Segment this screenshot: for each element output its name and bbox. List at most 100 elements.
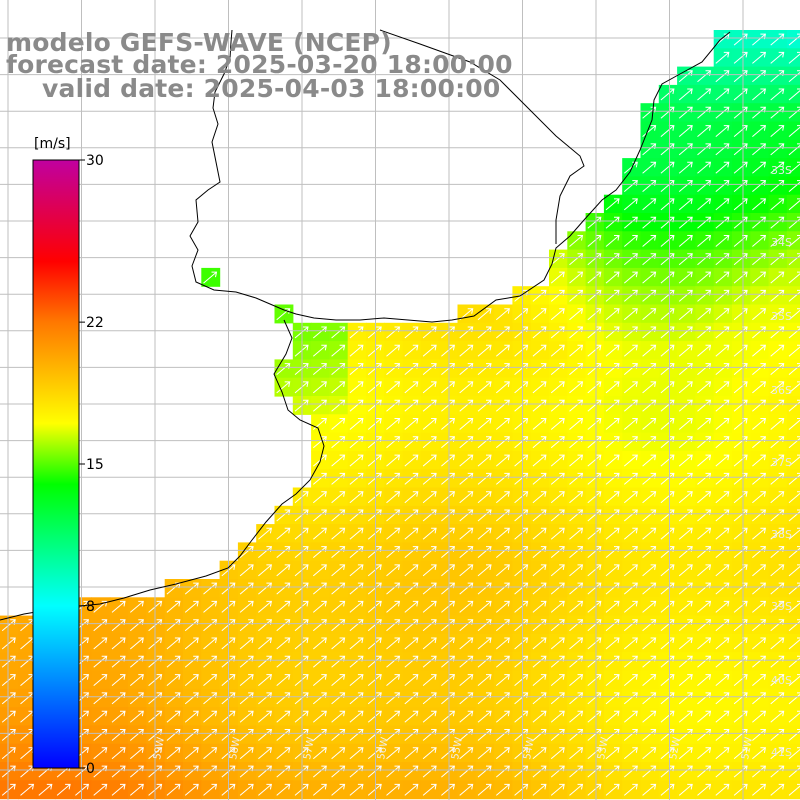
- wind-arrow: [477, 600, 492, 613]
- wind-arrow: [404, 344, 419, 357]
- wind-arrow: [404, 564, 419, 577]
- wind-arrow: [623, 308, 638, 321]
- wind-arrow: [770, 143, 785, 156]
- wind-arrow: [258, 692, 273, 705]
- wind-arrow: [642, 637, 657, 650]
- wind-arrow: [184, 783, 199, 796]
- wind-arrow: [569, 381, 584, 394]
- wind-arrow: [129, 637, 144, 650]
- wind-arrow: [642, 527, 657, 540]
- wind-arrow: [770, 418, 785, 430]
- wind-arrow: [184, 747, 199, 760]
- wind-cell: [786, 652, 800, 672]
- wind-arrow: [441, 582, 456, 595]
- wind-arrow: [312, 783, 327, 796]
- wind-arrow: [642, 783, 657, 796]
- wind-arrow: [715, 600, 730, 613]
- wind-arrow: [569, 271, 584, 284]
- wind-arrow: [331, 527, 346, 540]
- wind-arrow: [660, 106, 675, 119]
- wind-arrow: [532, 418, 547, 430]
- wind-arrow: [239, 637, 254, 650]
- wind-arrow: [733, 564, 748, 577]
- wind-arrow: [642, 308, 657, 321]
- wind-arrow: [312, 637, 327, 650]
- wind-arrow: [459, 344, 474, 357]
- wind-arrow: [587, 527, 602, 540]
- wind-arrow: [93, 710, 108, 723]
- wind-arrow: [697, 308, 712, 321]
- wind-arrow: [715, 710, 730, 723]
- wind-arrow: [349, 747, 364, 760]
- wind-arrow: [605, 582, 620, 595]
- wind-arrow: [422, 710, 437, 723]
- wind-vector-arrows: [1, 33, 800, 796]
- wind-arrow: [697, 235, 712, 247]
- wind-arrow: [697, 161, 712, 174]
- wind-arrow: [587, 491, 602, 504]
- wind-arrow: [770, 271, 785, 284]
- wind-arrow: [532, 381, 547, 394]
- wind-arrow: [605, 308, 620, 321]
- wind-arrow: [459, 564, 474, 577]
- wind-arrow: [312, 582, 327, 595]
- wind-arrow: [605, 454, 620, 467]
- wind-arrow: [93, 619, 108, 632]
- wind-arrow: [733, 161, 748, 174]
- wind-arrow: [312, 381, 327, 394]
- colorbar-unit: [m/s]: [34, 136, 71, 152]
- wind-arrow: [477, 637, 492, 650]
- wind-arrow: [404, 527, 419, 540]
- wind-arrow: [569, 710, 584, 723]
- wind-arrow: [605, 692, 620, 705]
- wind-arrow: [367, 454, 382, 467]
- wind-arrow: [550, 454, 565, 467]
- wind-arrow: [184, 765, 199, 778]
- wind-arrow: [715, 454, 730, 467]
- wind-cell: [786, 469, 800, 489]
- wind-arrow: [715, 747, 730, 760]
- wind-arrow: [678, 674, 693, 686]
- wind-arrow: [605, 564, 620, 577]
- wind-arrow: [239, 600, 254, 613]
- wind-arrow: [752, 344, 767, 357]
- wind-arrow: [569, 418, 584, 430]
- wind-cell: [786, 322, 800, 342]
- model-title: modelo GEFS-WAVE (NCEP): [6, 28, 392, 57]
- wind-arrow: [459, 655, 474, 668]
- wind-cell: [786, 84, 800, 104]
- wind-arrow: [642, 381, 657, 394]
- wind-arrow: [660, 655, 675, 668]
- wind-arrow: [422, 783, 437, 796]
- wind-arrow: [258, 729, 273, 741]
- wind-arrow: [605, 747, 620, 760]
- wind-arrow: [422, 381, 437, 394]
- wind-arrow: [587, 729, 602, 741]
- wind-arrow: [276, 619, 291, 632]
- wind-arrow: [752, 308, 767, 321]
- wind-arrow: [1, 619, 16, 632]
- wind-arrow: [203, 710, 218, 723]
- wind-arrow: [733, 198, 748, 211]
- wind-arrow: [587, 454, 602, 467]
- wind-arrow: [752, 564, 767, 577]
- wind-arrow: [532, 747, 547, 760]
- wind-arrow: [642, 692, 657, 705]
- wind-arrow: [623, 729, 638, 741]
- wind-arrow: [770, 454, 785, 467]
- wind-arrow: [623, 198, 638, 211]
- wind-arrow: [532, 454, 547, 467]
- wind-arrow: [184, 710, 199, 723]
- wind-arrow: [239, 692, 254, 705]
- wind-arrow: [660, 161, 675, 174]
- wind-arrow: [404, 765, 419, 778]
- wind-arrow: [404, 783, 419, 796]
- wind-arrow: [441, 674, 456, 686]
- wind-cell: [786, 615, 800, 635]
- wind-arrow: [550, 344, 565, 357]
- wind-arrow: [569, 674, 584, 686]
- wind-arrow: [569, 692, 584, 705]
- wind-arrow: [752, 747, 767, 760]
- wind-arrow: [349, 527, 364, 540]
- latitude-label: 38S: [771, 528, 792, 541]
